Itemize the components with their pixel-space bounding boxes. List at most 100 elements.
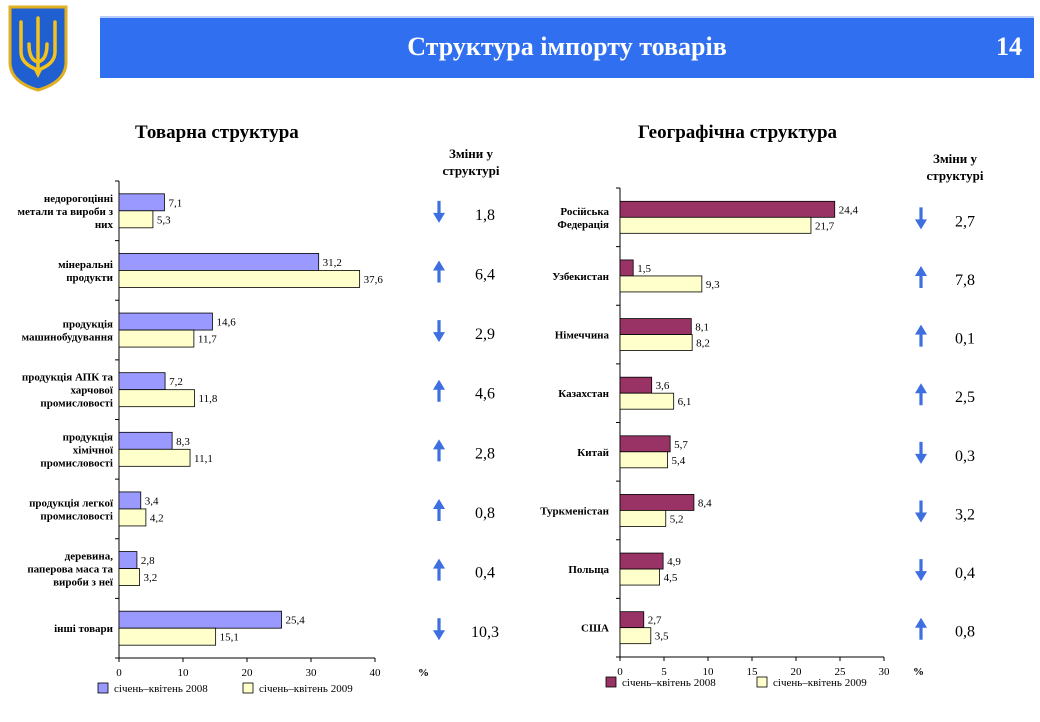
geo-bar-2009	[619, 451, 668, 469]
commodity-bar-2008	[118, 312, 213, 331]
commodity-category-label: продукція	[63, 431, 113, 443]
geo-chart-title: Географічна структура	[638, 122, 838, 143]
commodity-change-value: 0,4	[475, 565, 495, 582]
geo-legend-swatch-2009	[756, 676, 768, 688]
commodity-category-label: промисловості	[40, 457, 113, 469]
commodity-value-label-2008: 7,1	[168, 197, 182, 209]
commodity-bar-2009	[118, 270, 361, 288]
geo-arrow-up-icon	[915, 324, 927, 347]
commodity-value-label-2009: 15,1	[220, 632, 239, 644]
commodity-value-label-2008: 14,6	[216, 317, 236, 329]
commodity-value-label-2008: 25,4	[286, 615, 306, 627]
geo-unit-label: %	[913, 666, 924, 678]
commodity-bar-2008	[118, 610, 282, 629]
commodity-arrow-down-icon-shape	[433, 200, 445, 223]
geo-change-value: 0,3	[955, 448, 975, 465]
geo-value-label-2009: 5,4	[672, 455, 686, 467]
geo-bar-2009	[619, 627, 652, 645]
commodity-arrow-up-icon	[433, 558, 445, 581]
commodity-change-value: 4,6	[475, 386, 495, 403]
page-number: 14	[996, 32, 1022, 61]
commodity-category-label: недорогоцінні	[44, 193, 113, 205]
geo-arrow-down-icon-shape	[915, 207, 927, 230]
commodity-arrow-up-icon-shape	[433, 379, 445, 402]
commodity-x-tick-label: 20	[242, 667, 254, 679]
commodity-category-label: продукти	[66, 272, 113, 284]
geo-bar-2009	[619, 568, 660, 586]
geo-change-value: 0,8	[955, 624, 975, 641]
commodity-bar-2008	[118, 372, 166, 391]
geo-arrow-down-icon	[915, 559, 927, 582]
commodity-arrow-down-icon-shape	[433, 320, 445, 343]
geo-arrow-up-icon	[915, 265, 927, 288]
geo-arrow-down-icon	[915, 500, 927, 523]
commodity-arrow-up-icon-shape	[433, 558, 445, 581]
geo-x-tick-label: 0	[617, 666, 623, 678]
geo-category-label: Узбекистан	[552, 271, 609, 283]
commodity-arrow-up-icon-shape	[433, 498, 445, 521]
commodity-arrow-down-icon	[433, 618, 445, 641]
commodity-change-value: 2,8	[475, 445, 495, 462]
commodity-arrow-up-icon	[433, 498, 445, 521]
commodity-category-label: мінеральні	[58, 259, 113, 271]
geo-value-label-2009: 21,7	[815, 220, 835, 232]
commodity-arrow-down-icon	[433, 200, 445, 223]
geo-value-label-2009: 5,2	[670, 513, 684, 525]
commodity-category-label: продукція легкої	[29, 497, 114, 509]
commodity-legend-label-2008: січень–квітень 2008	[114, 683, 208, 695]
commodity-value-label-2009: 11,1	[194, 453, 213, 465]
geo-x-tick-label: 10	[703, 666, 715, 678]
commodity-category-label: інші товари	[54, 623, 114, 635]
geo-arrow-up-icon-shape	[915, 265, 927, 288]
commodity-x-tick-label: 0	[116, 667, 122, 679]
geo-value-label-2008: 5,7	[674, 439, 688, 451]
commodity-change-value: 1,8	[475, 207, 495, 224]
commodity-legend-label-2009: січень–квітень 2009	[259, 683, 353, 695]
geo-value-label-2008: 24,4	[839, 204, 859, 216]
commodity-value-label-2009: 37,6	[364, 274, 384, 286]
geo-change-value: 3,2	[955, 506, 975, 523]
commodity-arrow-up-icon	[433, 439, 445, 462]
geo-x-tick-label: 20	[791, 666, 803, 678]
commodity-x-tick-label: 10	[178, 667, 190, 679]
geo-x-tick-label: 5	[661, 666, 667, 678]
geo-value-label-2008: 2,7	[648, 615, 662, 627]
geo-value-label-2008: 4,9	[667, 556, 681, 568]
commodity-category-label: метали та вироби з	[18, 206, 114, 218]
title-banner: Структура імпорту товарів 14	[100, 16, 1034, 78]
geo-legend-swatch-2008	[605, 676, 617, 688]
commodity-bar-2009	[118, 568, 140, 586]
geo-bar-2008	[619, 318, 692, 335]
geo-bar-2009	[619, 216, 812, 234]
geo-arrow-up-icon	[915, 617, 927, 640]
commodity-category-label: них	[95, 219, 114, 231]
commodity-change-value: 10,3	[471, 624, 499, 641]
geo-arrow-down-icon-shape	[915, 441, 927, 464]
geo-bar-2008	[619, 376, 653, 394]
geo-legend-label-2008: січень–квітень 2008	[622, 677, 716, 689]
geo-x-tick-label: 30	[879, 666, 891, 678]
commodity-bar-2008	[118, 431, 173, 450]
geo-bar-2009	[619, 510, 667, 527]
commodity-value-label-2009: 5,3	[157, 214, 171, 226]
geo-arrow-down-icon-shape	[915, 559, 927, 582]
commodity-category-label: деревина,	[65, 551, 114, 563]
page-title: Структура імпорту товарів	[407, 32, 727, 61]
geo-change-value: 0,1	[955, 331, 975, 348]
commodity-arrow-up-icon	[433, 260, 445, 283]
commodity-arrow-down-icon-shape	[433, 618, 445, 641]
commodity-value-label-2008: 31,2	[323, 257, 342, 269]
geo-bar-2008	[619, 259, 634, 277]
geo-bar-2008	[619, 435, 671, 453]
geo-arrow-down-icon-shape	[915, 500, 927, 523]
commodity-bar-2008	[118, 551, 138, 569]
commodity-value-label-2009: 11,8	[199, 393, 218, 405]
commodity-category-label: промисловості	[40, 398, 113, 410]
geo-value-label-2009: 6,1	[678, 396, 692, 408]
commodity-change-value: 0,8	[475, 505, 495, 522]
geo-bar-2009	[619, 275, 703, 293]
commodity-category-label: вироби з неї	[53, 577, 114, 589]
commodity-bar-2009	[118, 627, 217, 646]
commodity-legend-swatch-2008	[97, 682, 109, 694]
